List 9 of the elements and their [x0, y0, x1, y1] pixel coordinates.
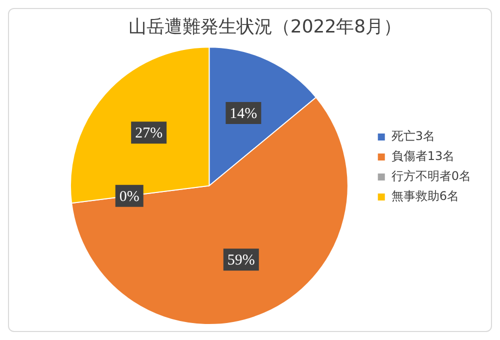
legend-label: 死亡3名	[391, 129, 436, 144]
data-label: 27%	[135, 126, 163, 142]
text: 0%	[119, 188, 140, 205]
chart-title: 山岳遭難発生状況（2022年8月）	[128, 16, 402, 38]
legend-label: 行方不明者0名	[391, 169, 472, 184]
legend-label: 無事救助6名	[391, 189, 460, 204]
data-label: 59%	[227, 252, 255, 269]
data-label: 14%	[230, 106, 258, 122]
legend-label: 負傷者13名	[391, 149, 455, 164]
